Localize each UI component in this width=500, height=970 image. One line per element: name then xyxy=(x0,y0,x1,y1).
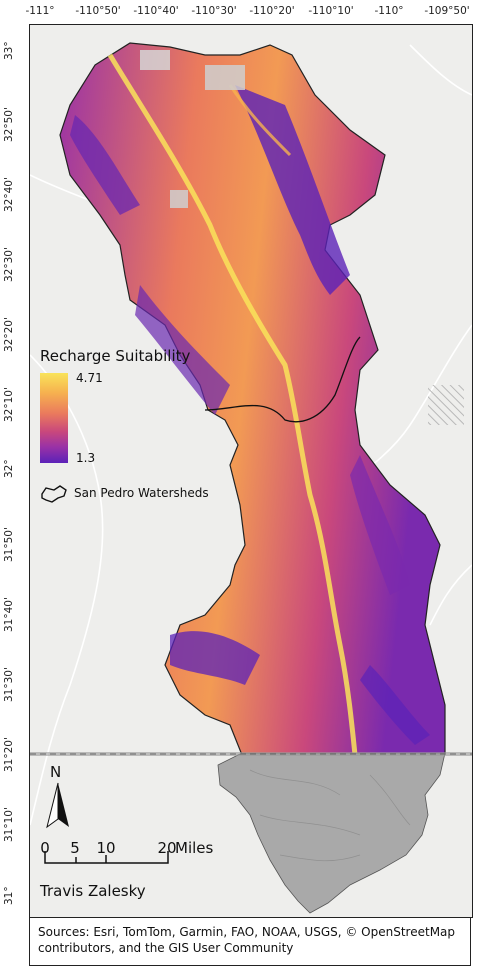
latitude-tick-label: 32°10' xyxy=(3,387,15,422)
scale-label: 10 xyxy=(96,839,116,857)
north-arrow-letter: N xyxy=(50,763,62,781)
map-frame[interactable]: Recharge Suitability 4.71 1.3 San Pedro … xyxy=(29,24,473,918)
recharge-suitability-raster xyxy=(59,42,446,753)
scale-bar xyxy=(44,851,169,864)
latitude-tick-label: 32°40' xyxy=(3,177,15,212)
sources-credit: Sources: Esri, TomTom, Garmin, FAO, NOAA… xyxy=(29,918,471,966)
latitude-tick-label: 32°30' xyxy=(3,247,15,282)
longitude-tick-label: -110°20' xyxy=(249,5,295,17)
longitude-tick-label: -111° xyxy=(25,5,55,17)
longitude-tick-label: -110°50' xyxy=(75,5,121,17)
latitude-tick-label: 31°40' xyxy=(3,597,15,632)
scale-label: 20 xyxy=(157,839,177,857)
restricted-area-hatch xyxy=(428,385,464,425)
latitude-tick-label: 31°30' xyxy=(3,667,15,702)
legend-min-value: 1.3 xyxy=(76,451,96,465)
author-credit: Travis Zalesky xyxy=(40,882,146,900)
watershed-outline-icon xyxy=(41,485,67,503)
watershed-legend-label: San Pedro Watersheds xyxy=(74,486,209,500)
latitude-tick-label: 31° xyxy=(3,886,15,905)
legend-title: Recharge Suitability xyxy=(40,347,191,365)
legend-color-ramp xyxy=(40,373,68,463)
latitude-tick-label: 31°20' xyxy=(3,737,15,772)
watershed-raster-fill xyxy=(59,42,446,753)
latitude-tick-label: 32°50' xyxy=(3,107,15,142)
scale-label: 5 xyxy=(70,839,80,857)
mexico-hillshade-region xyxy=(217,752,446,914)
longitude-tick-label: -109°50' xyxy=(424,5,470,17)
longitude-tick-label: -110°30' xyxy=(191,5,237,17)
north-arrow-icon xyxy=(46,782,69,829)
longitude-tick-label: -110°40' xyxy=(133,5,179,17)
scale-label: 0 xyxy=(40,839,50,857)
latitude-tick-label: 32° xyxy=(3,459,15,478)
scale-unit: Miles xyxy=(175,839,214,857)
latitude-tick-label: 31°10' xyxy=(3,807,15,842)
latitude-tick-label: 32°20' xyxy=(3,317,15,352)
hillshade-texture xyxy=(249,769,411,862)
longitude-tick-label: -110°10' xyxy=(308,5,354,17)
map-canvas[interactable] xyxy=(30,25,472,917)
longitude-tick-label: -110° xyxy=(374,5,404,17)
legend-max-value: 4.71 xyxy=(76,371,103,385)
latitude-tick-label: 33° xyxy=(3,41,15,60)
latitude-tick-label: 31°50' xyxy=(3,527,15,562)
